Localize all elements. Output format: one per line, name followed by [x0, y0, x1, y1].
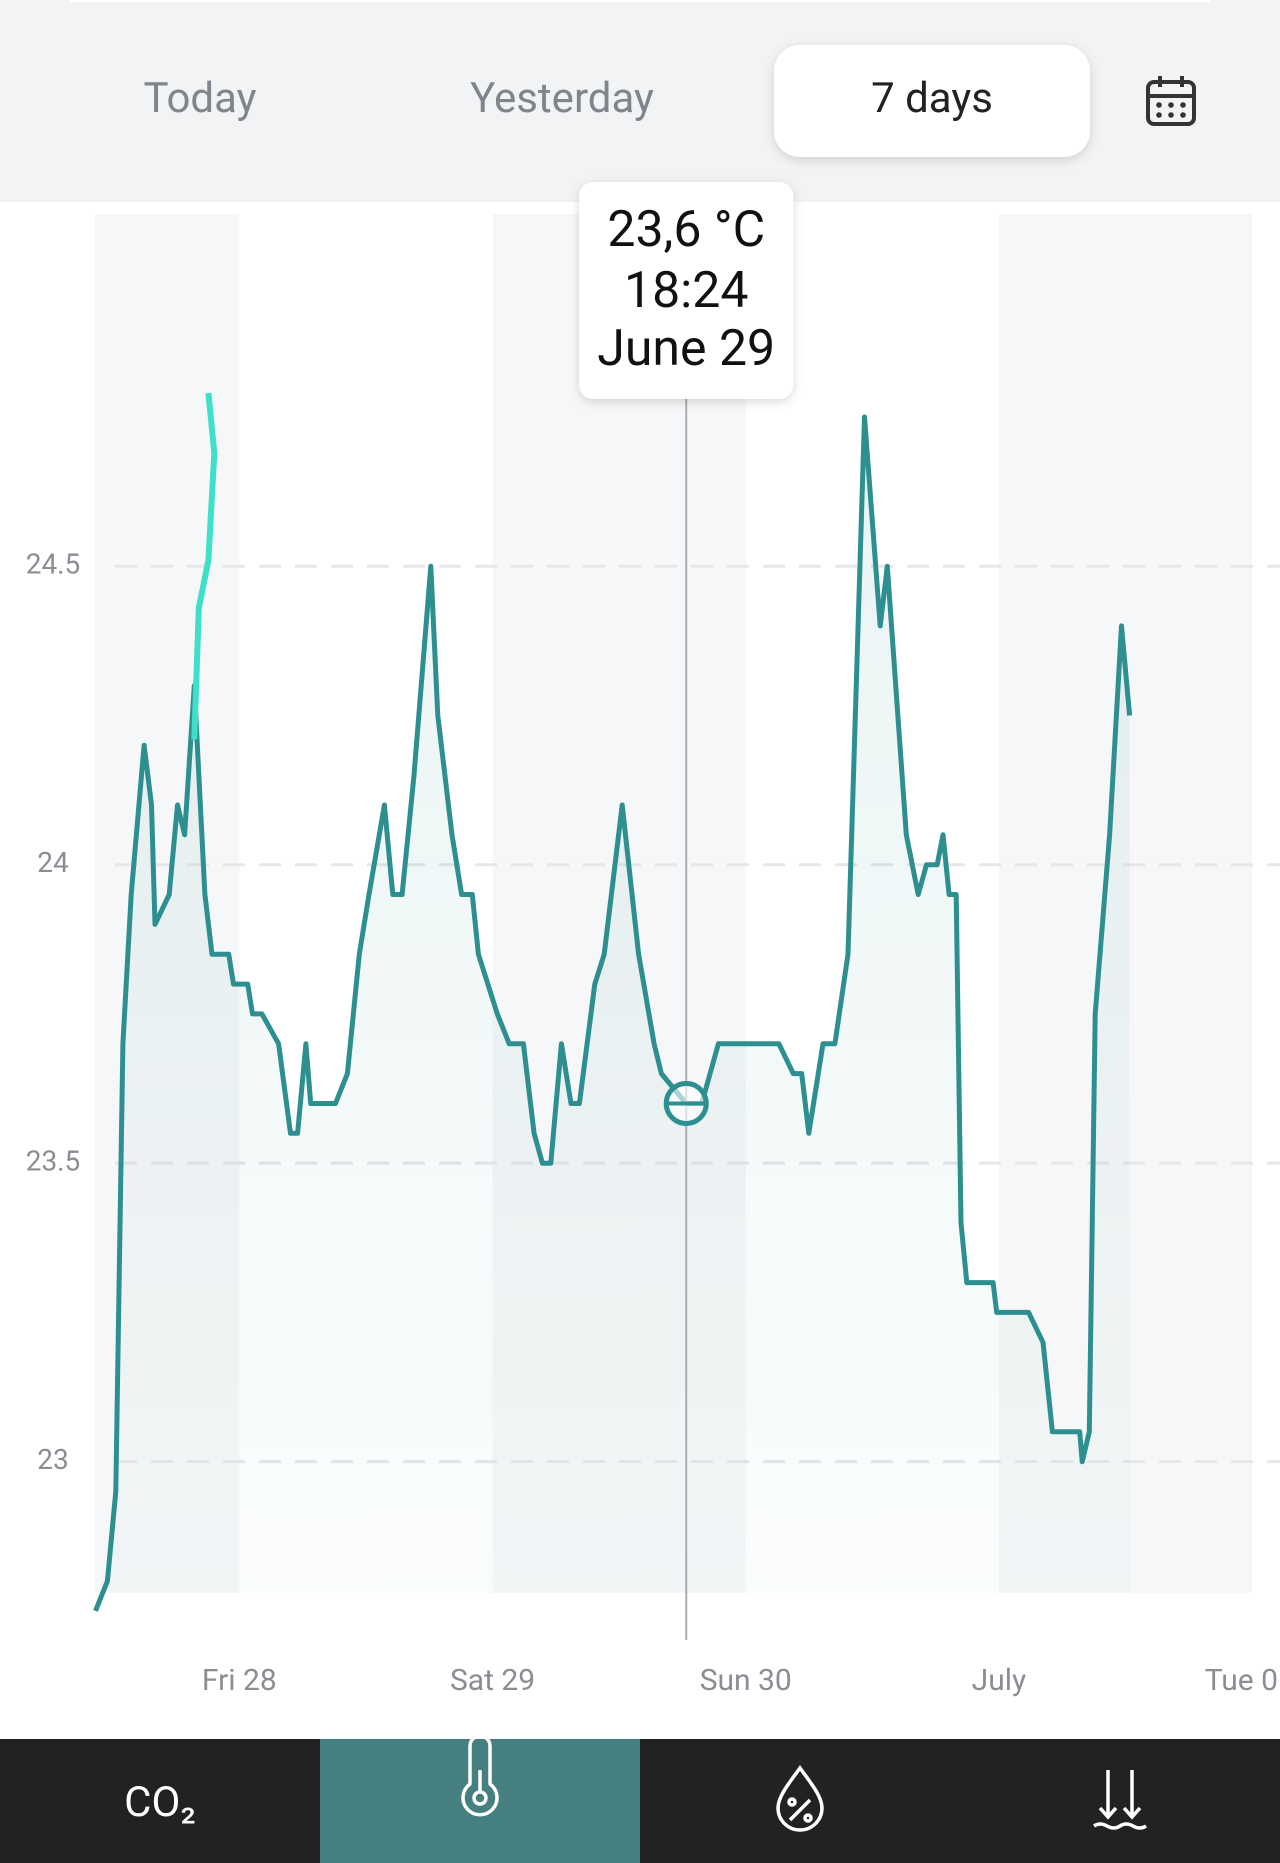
tab-7-days[interactable]: 7 days	[871, 74, 993, 123]
data-line	[191, 392, 218, 740]
nav-humidity-icon[interactable]	[776, 1764, 824, 1832]
x-tick-label: Sat 29	[450, 1663, 535, 1698]
data-line	[93, 414, 1133, 1612]
nav-pressure-icon[interactable]	[1093, 1770, 1147, 1830]
x-tick-label: July	[972, 1663, 1027, 1698]
nav-co2[interactable]: CO₂	[124, 1778, 196, 1827]
tooltip-time: 18:24	[624, 262, 749, 320]
tab-selected-bg[interactable]	[774, 45, 1090, 157]
top-edge	[70, 0, 1210, 2]
area-fill	[95, 417, 1130, 1611]
y-tick-label: 23	[37, 1443, 68, 1476]
x-tick-label: Sun 30	[700, 1663, 792, 1698]
nav-temperature-icon[interactable]	[461, 1734, 499, 1817]
tooltip-date: June 29	[597, 320, 775, 378]
tab-yesterday[interactable]: Yesterday	[470, 74, 654, 123]
x-tick-label: Tue 0	[1205, 1663, 1278, 1698]
tab-today[interactable]: Today	[143, 74, 256, 123]
y-tick-label: 24	[37, 846, 69, 879]
y-tick-label: 24.5	[26, 548, 81, 581]
calendar-button[interactable]	[1146, 76, 1196, 126]
y-tick-label: 23.5	[26, 1145, 81, 1178]
tooltip-value: 23,6 °C	[607, 201, 765, 259]
chart: 23 23.5 24 24.5 Fri 28 Sat 29 Sun 30 July Tue 0 2…	[0, 182, 1280, 1739]
tooltip-box	[579, 182, 794, 399]
nav-active-bg[interactable]	[320, 1739, 640, 1863]
x-tick-label: Fri 28	[202, 1663, 277, 1698]
